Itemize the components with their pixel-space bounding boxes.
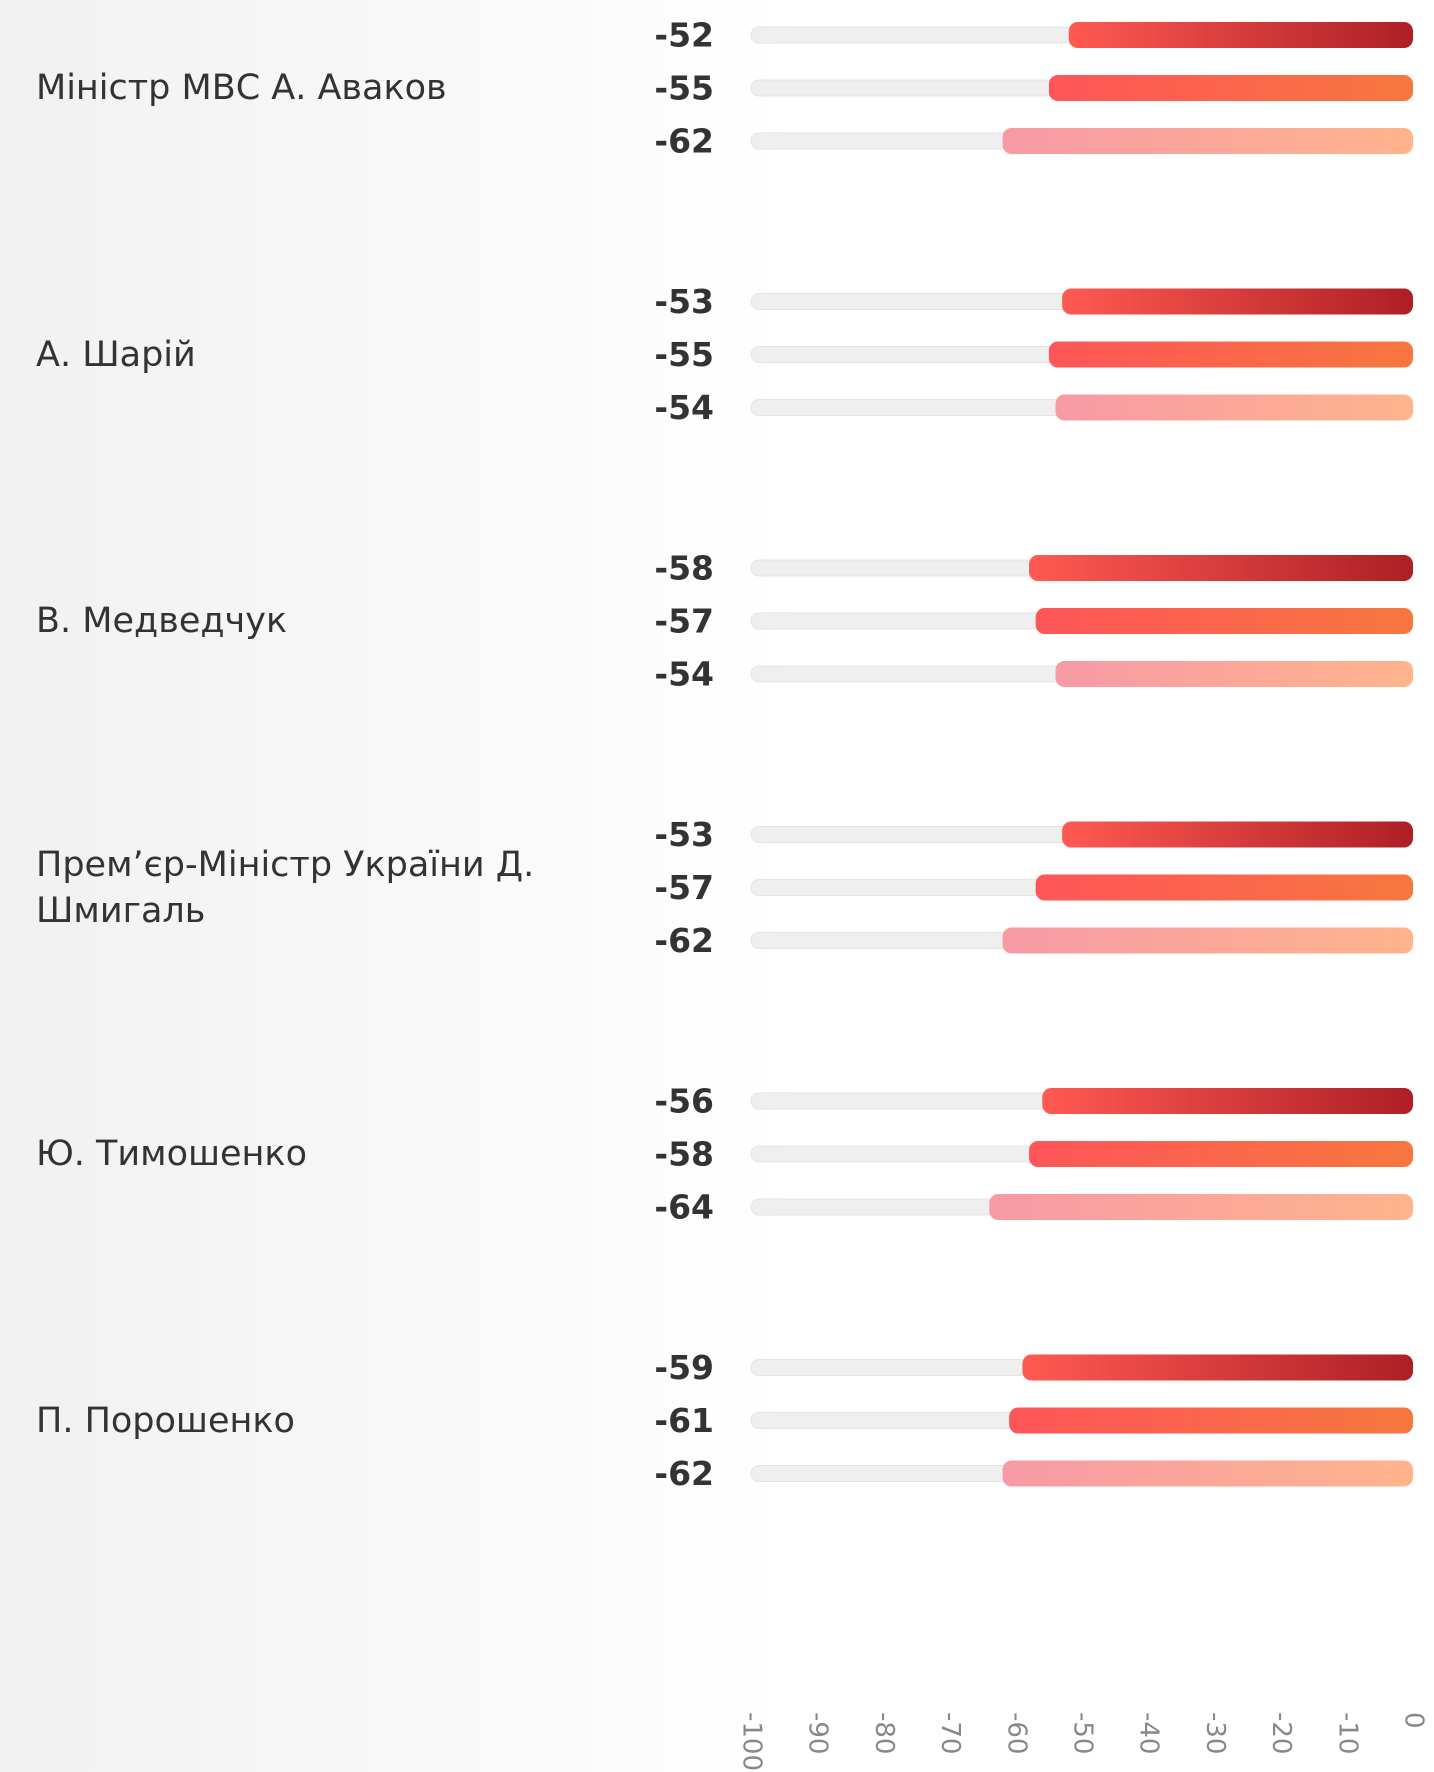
bar bbox=[1042, 1088, 1413, 1114]
bar bbox=[1048, 75, 1413, 101]
value-label: -58 bbox=[654, 549, 714, 588]
bar bbox=[989, 1194, 1413, 1220]
bar bbox=[1002, 128, 1413, 154]
bar bbox=[1055, 661, 1413, 687]
x-tick-label: -20 bbox=[1266, 1712, 1296, 1754]
bar bbox=[1048, 341, 1413, 368]
value-label: -55 bbox=[654, 335, 714, 374]
value-label: -61 bbox=[654, 1401, 714, 1440]
value-label: -56 bbox=[654, 1082, 714, 1121]
bar bbox=[1035, 874, 1413, 901]
value-label: -62 bbox=[654, 1454, 714, 1493]
value-label: -53 bbox=[654, 282, 714, 321]
x-tick-label: -70 bbox=[935, 1712, 965, 1754]
value-label: -59 bbox=[654, 1348, 714, 1387]
bar bbox=[1002, 1460, 1413, 1487]
x-tick-label: -100 bbox=[737, 1712, 767, 1771]
bar bbox=[1062, 821, 1413, 848]
x-tick-label: -10 bbox=[1332, 1712, 1362, 1754]
value-label: -62 bbox=[654, 921, 714, 960]
x-tick-label: -80 bbox=[869, 1712, 899, 1754]
value-label: -62 bbox=[654, 122, 714, 161]
value-label: -57 bbox=[654, 602, 714, 641]
bar bbox=[1009, 1407, 1413, 1434]
bar bbox=[1068, 22, 1413, 48]
value-label: -53 bbox=[654, 815, 714, 854]
value-label: -64 bbox=[654, 1188, 714, 1227]
category-label: Ю. Тимошенко bbox=[36, 1134, 307, 1174]
category-label: В. Медведчук bbox=[36, 601, 288, 641]
x-tick-label: -50 bbox=[1068, 1712, 1098, 1754]
value-label: -52 bbox=[654, 16, 714, 55]
category-label: Міністр МВС А. Аваков bbox=[36, 68, 447, 108]
value-label: -55 bbox=[654, 69, 714, 108]
x-tick-label: -40 bbox=[1134, 1712, 1164, 1754]
x-tick-label: -30 bbox=[1200, 1712, 1230, 1754]
x-tick-label: -60 bbox=[1001, 1712, 1031, 1754]
x-tick-label: 0 bbox=[1399, 1712, 1429, 1729]
value-label: -58 bbox=[654, 1135, 714, 1174]
category-label: А. Шарій bbox=[36, 334, 196, 375]
bar bbox=[1002, 927, 1413, 954]
bar bbox=[1035, 608, 1413, 634]
value-label: -57 bbox=[654, 868, 714, 907]
bar bbox=[1029, 555, 1413, 581]
bar bbox=[1029, 1141, 1413, 1167]
value-label: -54 bbox=[654, 655, 714, 694]
bar bbox=[1022, 1354, 1413, 1381]
bar bbox=[1055, 394, 1413, 421]
value-label: -54 bbox=[654, 388, 714, 427]
category-label: Прем’єр-Міністр України Д. Шмигаль bbox=[36, 844, 535, 931]
bar bbox=[1062, 288, 1413, 315]
x-tick-label: -90 bbox=[803, 1712, 833, 1754]
category-label: П. Порошенко bbox=[36, 1400, 295, 1441]
